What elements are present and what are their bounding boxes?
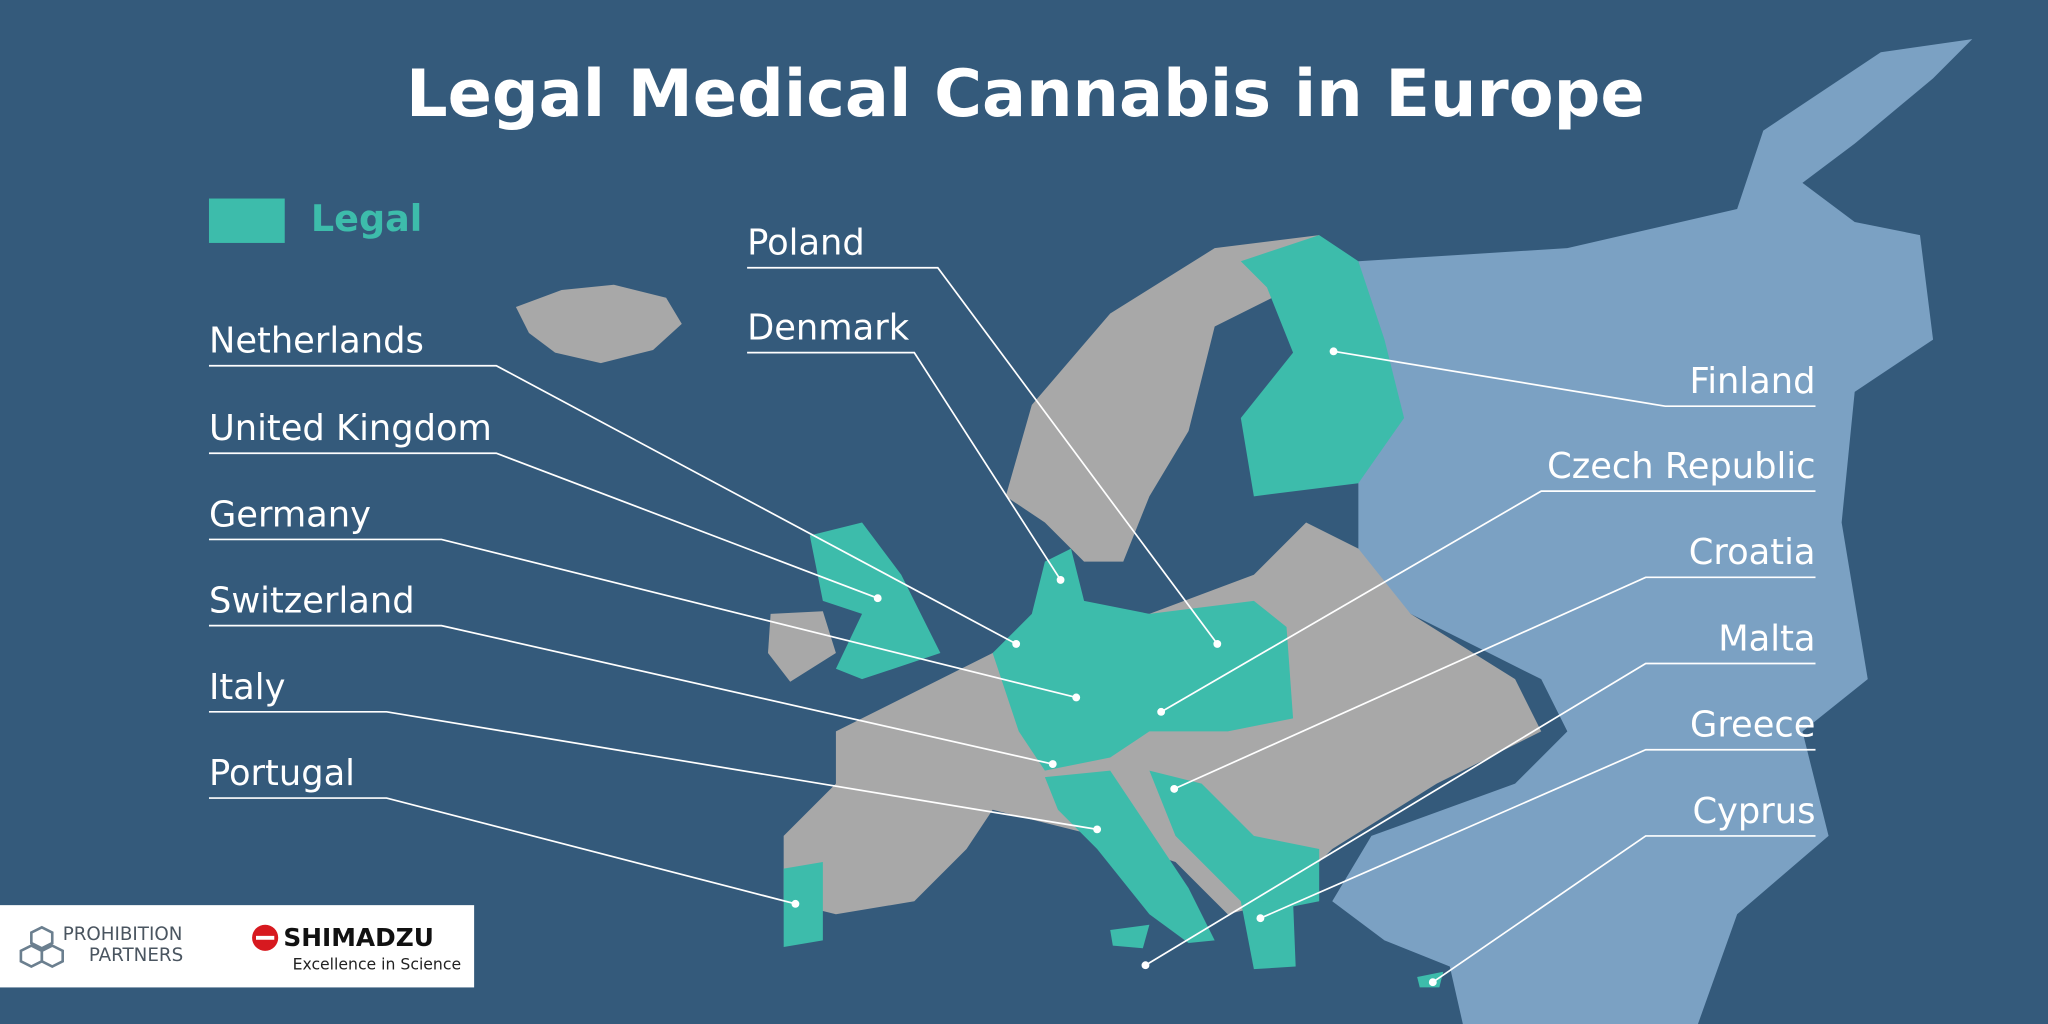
country-label: Switzerland [209,581,415,622]
country-dot [1329,347,1338,356]
logo-text: SHIMADZU [283,923,433,952]
leader-line [1160,490,1816,713]
legend-swatch [208,198,285,243]
country-label: Denmark [747,308,910,349]
country-label: Czech Republic [1547,446,1815,487]
logo-text: Excellence in Science [293,955,462,974]
country-dot [1213,640,1222,648]
country-label: Netherlands [209,321,424,362]
central-europe [992,548,1294,771]
leader-line [1432,835,1816,983]
country-dot [1256,914,1265,923]
country-dot [1072,693,1081,702]
portugal [783,862,823,947]
leader-line [208,538,1077,699]
country-label: United Kingdom [209,408,492,449]
country-dot [791,899,800,908]
country-dot [1012,640,1021,648]
leader-line [1173,576,1816,790]
country-label: Germany [209,494,371,535]
russia-region [1332,39,1973,1024]
leader-line [1333,350,1816,408]
country-label: Portugal [209,753,355,794]
leader-line [208,710,1098,831]
logo-text: PROHIBITION [63,924,183,945]
country-dot [1157,707,1166,716]
leader-line [747,266,1218,645]
country-label: Croatia [1689,532,1816,573]
labels: Poland Denmark Netherlands United Kingdom Ge… [208,223,1816,987]
iceland [515,284,682,364]
italy [1044,770,1215,944]
country-label: Italy [209,667,285,708]
country-label: Malta [1718,618,1815,659]
sicily [1110,924,1150,949]
leader-line [208,624,1053,765]
country-label: Greece [1690,705,1815,746]
country-dot [1093,825,1102,834]
logos: PROHIBITION PARTNERS SHIMADZU Excellence… [0,905,475,988]
prohibition-icon [19,925,64,968]
scandinavia [1005,235,1320,562]
logo-panel [0,905,475,988]
leader-line [1260,748,1816,919]
country-dot [1428,978,1437,987]
ireland [768,611,836,682]
greece [1240,901,1296,970]
leader-line [747,351,1062,581]
country-label: Poland [747,223,865,264]
leader-line [208,797,796,905]
country-dot [1170,784,1179,793]
balkans [1149,770,1320,915]
legend-label: Legal [311,197,422,240]
logo-text: PARTNERS [89,945,183,966]
title: Legal Medical Cannabis in Europe [406,56,1645,132]
leader-line [208,452,879,599]
country-label: Finland [1690,361,1816,402]
country-dot [1141,961,1150,970]
country-dot [873,594,882,603]
leader-line [208,364,1017,645]
country-label: Cyprus [1692,791,1815,832]
country-dot [1056,576,1065,584]
leader-line [1145,662,1816,966]
finland [1240,235,1405,497]
country-dot [1048,760,1057,768]
